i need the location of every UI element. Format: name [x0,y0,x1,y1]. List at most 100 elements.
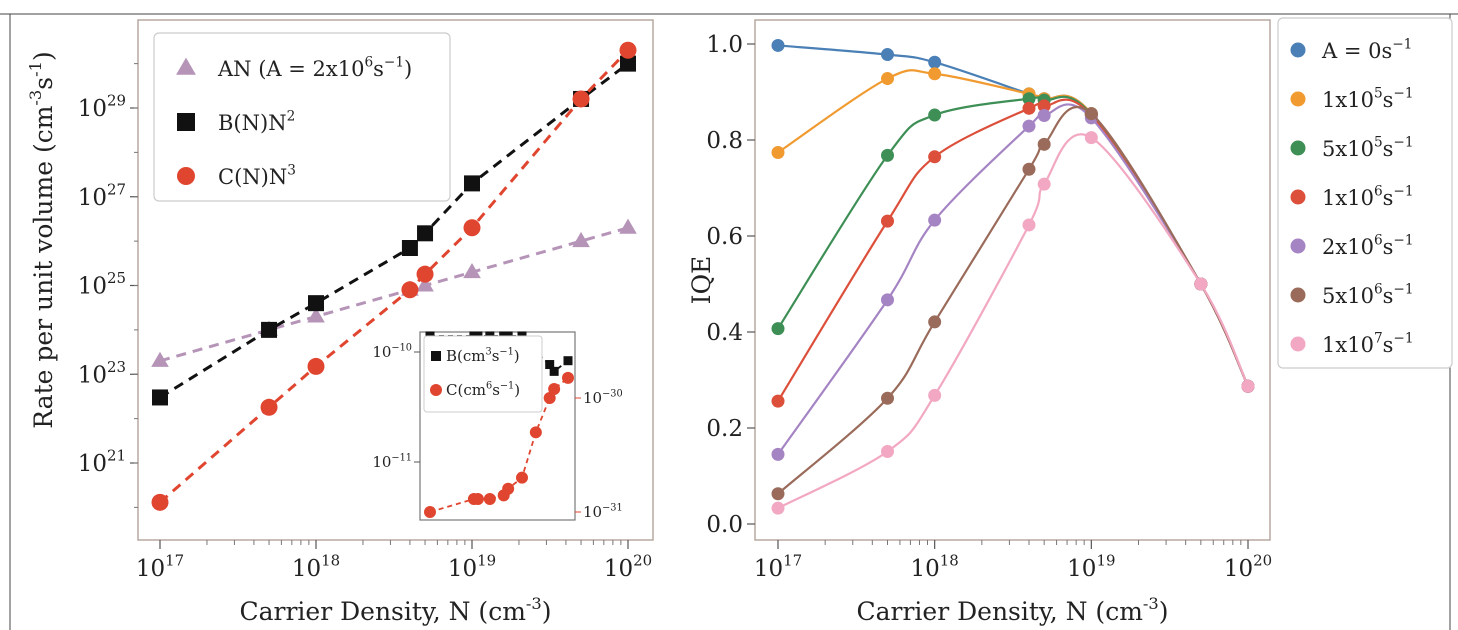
label-superscript: −1 [500,380,514,391]
label-superscript: −1 [499,346,513,357]
data-point [619,218,637,234]
superscript: −11 [391,452,412,463]
base: 10 [1224,556,1253,582]
data-point [881,48,895,62]
y-tick-label: 1029​ [78,92,126,122]
inset-data-point [483,493,496,506]
label-superscript: 6 [1374,184,1383,200]
inset-data-point [529,426,542,439]
superscript: −10 [391,342,412,353]
label-superscript: 6 [1374,233,1383,249]
label-span: Carrier Density, N (cm [856,597,1143,626]
label-superscript: −1 [1392,37,1412,53]
data-point [928,315,942,329]
label-span: s [492,347,500,365]
x-tick-label: 1020​ [604,552,652,582]
legend-marker [1290,91,1306,107]
label-span: A = 0s [1321,39,1392,63]
inset-data-point [563,356,573,366]
label-span: s [492,381,500,399]
superscript: 20 [633,552,652,570]
label-span: s [1383,333,1394,357]
data-point [463,262,481,279]
data-point [881,214,895,228]
legend-marker [1290,238,1306,254]
legend-marker [1290,336,1306,352]
legend-marker [1290,287,1306,303]
label-span: s [1383,137,1394,161]
label-span: B(N)N [218,111,287,135]
superscript: 23 [107,358,126,376]
label-superscript: −1 [1393,233,1413,249]
label-superscript: −1 [384,55,404,71]
legend-box [1277,17,1453,369]
legend-label: 2x106​s−1​ [1322,233,1414,259]
label-span: ) [1159,597,1169,626]
inset-legend-marker [430,384,442,396]
label-superscript: -3 [1143,594,1159,613]
base: 10 [136,556,165,582]
base: 10 [78,96,107,122]
label-superscript: 2 [287,109,296,125]
superscript: 18 [321,552,340,570]
inset-data-point [562,371,574,384]
x-tick-label: 1019​ [448,552,496,582]
x-axis-label: Carrier Density, N (cm-3​) [856,594,1168,626]
y-tick-label: 1.0 [706,32,743,58]
label-span: s [29,77,58,90]
label-span: ) [29,51,58,61]
label-span: 5x10 [1322,137,1374,161]
data-point [1194,277,1208,291]
series-line [777,69,1249,387]
superscript: 19 [477,552,496,570]
data-point [401,239,418,256]
label-superscript: 6 [1374,282,1383,298]
y-tick-label: 1021​ [78,447,126,477]
label-superscript: −1 [1393,184,1413,200]
base: 10 [448,556,477,582]
y-tick-label: 0.0 [706,512,743,538]
y-tick-label: 0.2 [706,416,743,442]
data-point [771,501,785,515]
inset-data-point [545,360,555,370]
plot-frame [137,19,654,541]
data-point [307,357,325,375]
base: 10 [372,343,391,361]
label-superscript: 7 [1374,331,1383,347]
y-tick-label: 0.4 [706,320,743,346]
data-point [1037,177,1051,191]
base: 10 [583,503,602,521]
base: 10 [292,556,321,582]
base: 10 [604,556,633,582]
data-point [881,293,895,307]
right-chart: 0.0 0.2 0.4 0.6 0.8 1.0 1017​ 1018​ 1019​ 1020​ Ca… [687,17,1453,626]
superscript: 20 [1253,552,1272,570]
label-span: 1x10 [1322,333,1374,357]
legend-marker [1290,42,1306,58]
label-superscript: 3 [287,163,296,179]
data-point [1037,109,1051,123]
label-span: s [1383,88,1394,112]
x-tick-label: 1017​ [136,552,184,582]
data-point [771,322,785,336]
base: 10 [78,185,107,211]
data-point [928,55,942,69]
data-point [1022,101,1036,115]
label-superscript: 6 [486,380,492,391]
inset-legend-box [423,335,543,413]
data-point [619,41,637,59]
inset-left-tick-label: 10−11​ [372,452,412,471]
data-point [881,148,895,162]
base: 10 [372,453,391,471]
inset-left-tick-label: 10−10​ [372,342,412,361]
data-point [771,145,785,159]
legend-label: 5x105​s−1​ [1322,135,1414,161]
inset-data-point [548,382,561,395]
legend-label: 1x105​s−1​ [1322,86,1414,112]
label-span: ) [404,57,412,81]
base: 10 [1067,556,1096,582]
inset-data-point [543,392,556,404]
y-tick-label: 1027​ [78,180,126,210]
legend-label: A = 0s−1​ [1321,37,1412,63]
data-point [260,398,278,416]
